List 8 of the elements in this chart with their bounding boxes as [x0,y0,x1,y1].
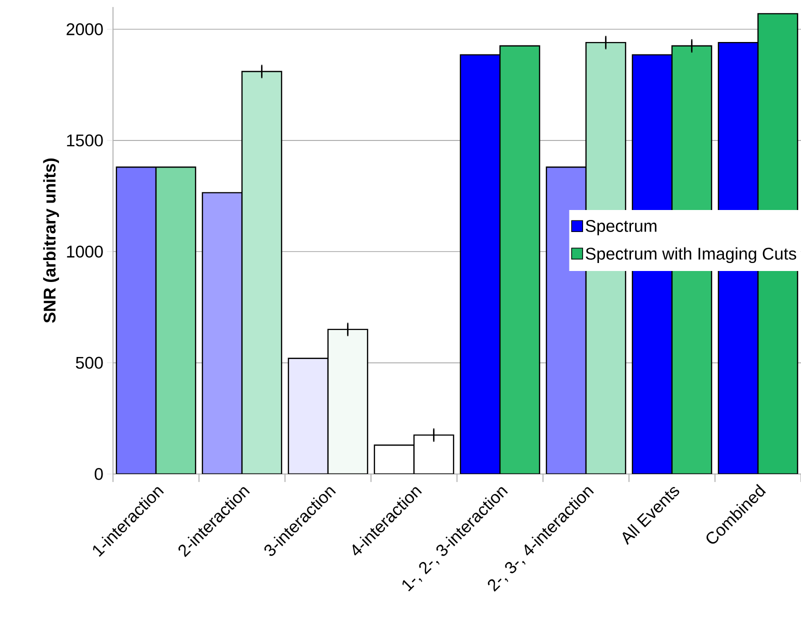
legend-label: Spectrum with Imaging Cuts [586,247,796,264]
y-axis-title: SNR (arbitrary units) [43,158,59,323]
y-tick-label: 1000 [67,246,103,258]
y-tick-label: 1500 [67,134,103,146]
y-tick-label: 2000 [66,23,103,36]
legend-label: Spectrum [586,220,656,236]
y-tick-label: 0 [94,468,103,480]
y-tick-label: 500 [76,356,103,369]
